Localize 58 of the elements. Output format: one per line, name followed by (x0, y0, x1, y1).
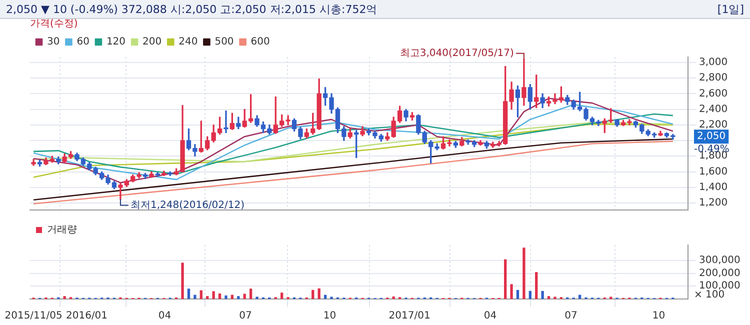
annotation: 최고3,040(2017/05/17) (400, 48, 514, 59)
x-tick-label: 04 (158, 310, 172, 322)
bar (516, 290, 520, 299)
legend-label: 거래량 (47, 224, 77, 236)
bar (504, 259, 507, 299)
x-tick-label: 07 (564, 310, 578, 322)
bar (312, 290, 314, 299)
bar (243, 294, 246, 299)
bar (181, 262, 184, 299)
legend-label: 30 (47, 36, 60, 48)
bar (194, 294, 196, 299)
y-tick-label: 300,000 (699, 255, 740, 266)
y-tick-label: 1,600 (699, 166, 728, 178)
text: [1일] (717, 2, 744, 16)
bar (187, 288, 190, 299)
bar (212, 291, 215, 299)
legend-label: 600 (250, 36, 270, 48)
bar (206, 296, 209, 299)
y-tick-label: 200,000 (699, 268, 740, 279)
x-tick-label: 04 (484, 310, 497, 322)
annotation: 최저1,248(2016/02/12) (130, 200, 245, 211)
chart-title: 2,050 ▼ 10 (-0.49%) 372,088 시:2,050 고:2,050 저:2,015 시총:752억 (6, 2, 378, 16)
y-tick-label: 2,400 (699, 104, 728, 115)
legend-label: 240 (178, 36, 198, 48)
x-tick-label: 2015/11/05 (4, 310, 62, 322)
bar (510, 284, 513, 299)
bar (535, 272, 538, 299)
legend-label: 200 (142, 36, 162, 48)
y-tick-label: 1,200 (699, 198, 728, 209)
bar (547, 296, 550, 299)
x-tick-label: 07 (239, 310, 252, 322)
legend-title: 가격(수정) (30, 18, 78, 30)
text: 2,050 (697, 131, 726, 142)
bar (280, 292, 284, 299)
bar (522, 248, 526, 299)
bar (224, 295, 228, 299)
legend-label: 60 (76, 36, 90, 48)
bar (318, 288, 320, 299)
y-tick-label: 3,000 (699, 57, 728, 68)
y-tick-label: 2,200 (699, 120, 728, 131)
y-axis-title: × 100 (694, 290, 725, 301)
x-tick-label: 10 (323, 310, 336, 322)
bar (218, 294, 222, 299)
bar (528, 290, 532, 299)
y-tick-label: 2,800 (699, 72, 728, 84)
x-tick-label: 2017/01 (388, 310, 430, 322)
x-tick-label: 10 (652, 310, 666, 322)
bar (63, 296, 66, 299)
bar (200, 290, 202, 299)
bar (249, 288, 252, 299)
bar (237, 296, 240, 299)
legend-label: 120 (106, 36, 126, 48)
x-tick-label: 2016/01 (66, 310, 108, 322)
y-tick-label: 2,600 (699, 88, 728, 100)
legend-label: 500 (214, 36, 234, 48)
bar (392, 296, 395, 299)
bar (541, 290, 544, 299)
y-tick-label: 1,400 (699, 182, 728, 193)
